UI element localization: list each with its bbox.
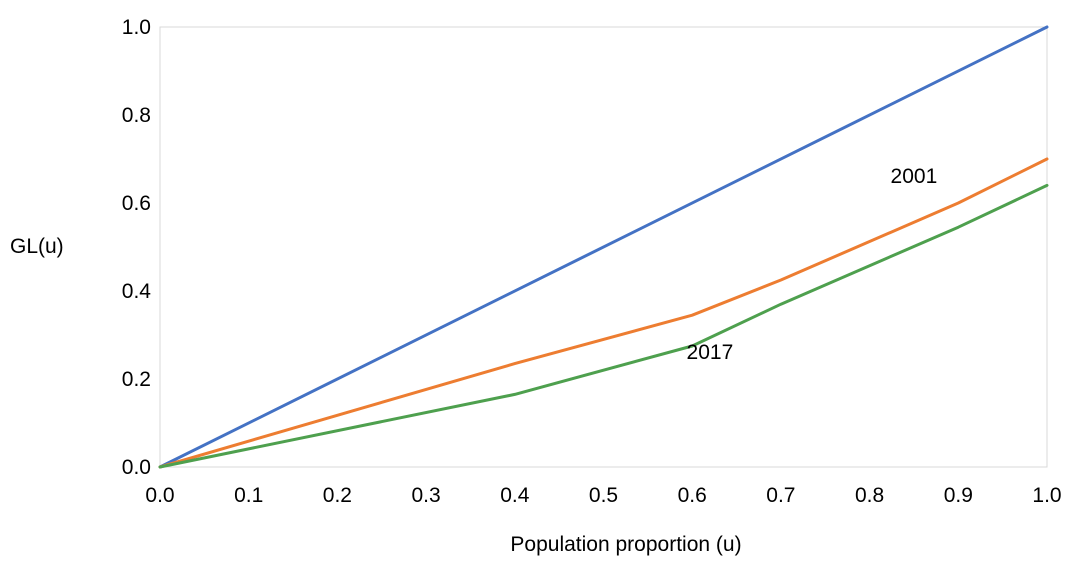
- x-tick-label: 0.4: [500, 484, 530, 507]
- x-tick-label: 1.0: [1032, 484, 1061, 507]
- series-lines: [158, 25, 1049, 469]
- x-tick-label: 0.3: [411, 484, 440, 507]
- x-tick-label: 0.6: [678, 484, 707, 507]
- annotation-2017: 2017: [687, 341, 734, 364]
- y-tick-label: 0.6: [122, 192, 151, 215]
- x-tick-label: 0.0: [145, 484, 174, 507]
- series-line-2001: [158, 157, 1049, 469]
- x-axis-title: Population proportion (u): [510, 533, 741, 556]
- y-tick-label: 0.2: [122, 368, 151, 391]
- y-tick-label: 0.4: [122, 280, 152, 303]
- x-tick-label: 0.8: [855, 484, 884, 507]
- y-axis-title: GL(u): [10, 235, 64, 258]
- x-tick-label: 0.7: [766, 484, 795, 507]
- y-tick-label: 1.0: [122, 16, 151, 39]
- y-tick-label: 0.0: [122, 456, 151, 479]
- annotation-2001: 2001: [891, 165, 938, 188]
- x-tick-label: 0.9: [944, 484, 973, 507]
- x-tick-label: 0.1: [234, 484, 263, 507]
- x-axis-tick-labels: 0.0 0.1 0.2 0.3 0.4 0.5 0.6 0.7 0.8 0.9 1.0: [145, 484, 1061, 507]
- x-tick-label: 0.5: [589, 484, 618, 507]
- chart-annotations: 2001 2017: [687, 165, 938, 364]
- y-axis-tick-labels: 0.0 0.2 0.4 0.6 0.8 1.0: [122, 16, 152, 479]
- series-line-equality: [158, 25, 1049, 469]
- series-line-2017: [158, 183, 1049, 469]
- y-tick-label: 0.8: [122, 104, 151, 127]
- x-tick-label: 0.2: [323, 484, 352, 507]
